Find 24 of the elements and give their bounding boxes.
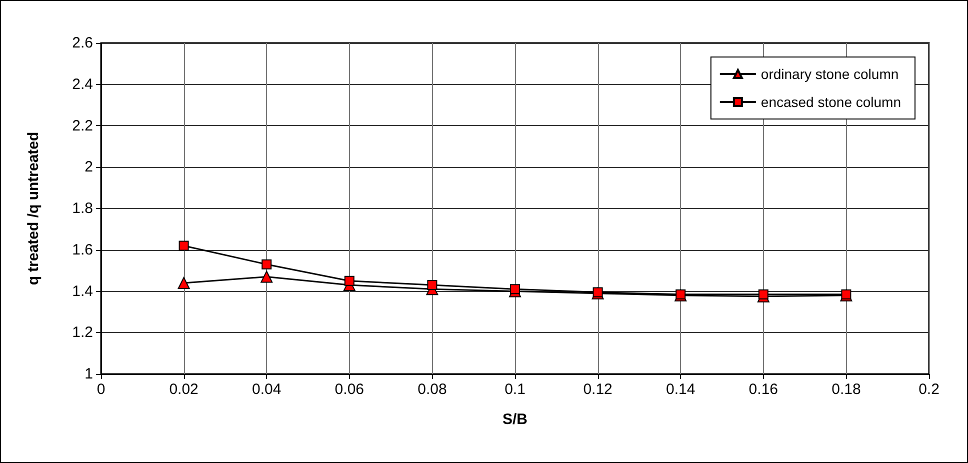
legend-label: ordinary stone column [760,66,899,82]
x-tick-label: 0.16 [748,381,778,398]
x-tick-label: 0.2 [918,381,940,398]
x-tick-label: 0.18 [832,381,861,398]
y-tick-label: 2.6 [72,34,93,52]
y-tick-label: 1.4 [72,282,93,300]
y-axis-title: q treated /q untreated [25,132,42,286]
y-tick-label: 1.2 [72,324,93,342]
x-tick-label: 0.06 [334,381,364,398]
y-tick-label: 2.4 [72,76,93,93]
x-tick-label: 0.08 [418,381,447,398]
x-tick-label: 0.12 [583,381,612,398]
x-tick-label: 0.02 [169,381,198,398]
y-tick-label: 1.8 [72,200,93,217]
y-tick-label: 1 [84,366,93,382]
x-tick-label: 0.04 [252,381,282,398]
x-tick-label: 0 [96,381,106,398]
x-axis-title: S/B [502,411,528,428]
x-tick-label: 0.14 [666,381,696,398]
y-tick-label: 1.6 [72,241,93,258]
y-tick-label: 2 [84,158,93,176]
legend-label: encased stone column [760,94,902,110]
y-tick-label: 2.2 [72,117,93,134]
x-tick-label: 0.1 [504,381,526,398]
